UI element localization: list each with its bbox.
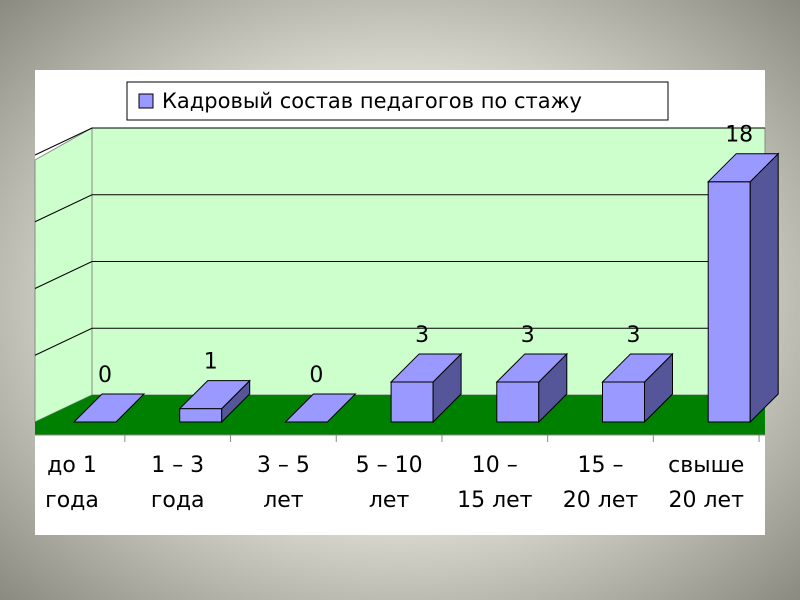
grid-line [34,127,765,156]
bar [72,393,146,423]
x-tick-label: года [151,488,205,513]
bar [284,393,357,423]
data-label: 0 [98,363,112,388]
bar [389,352,463,424]
x-tick-label: 1 – 3 [151,453,204,478]
x-tick-label: 20 лет [668,488,744,513]
x-tick-label: до 1 [47,453,97,478]
x-tick-label: 10 – [472,453,518,478]
x-tick-label: лет [369,488,410,513]
bar [706,152,780,424]
legend [126,81,669,121]
x-tick-label: 15 лет [457,488,533,513]
bar-face [390,381,434,423]
data-label: 3 [521,323,535,348]
bar-face [179,408,223,423]
data-label: 1 [204,350,218,375]
x-tick-label: 20 лет [563,488,639,513]
data-label: 3 [627,323,641,348]
grid-line [34,327,765,356]
grid-line [34,261,765,289]
bar-face [601,353,674,383]
bar [495,352,569,424]
data-label: 18 [725,123,753,148]
grid-line [34,194,765,223]
x-tick-label: 15 – [578,453,624,478]
x-tick-label: года [45,488,99,513]
bar-face [749,152,779,424]
bar-face [178,380,251,410]
x-tick-label: лет [263,488,304,513]
bar-face [707,181,751,423]
x-tick-label: 3 – 5 [257,453,310,478]
bar-face [706,153,780,183]
data-label: 0 [309,363,323,388]
legend-swatch [138,93,154,109]
bar-face [495,353,569,383]
x-tick-label: 5 – 10 [356,453,423,478]
bar-face [284,393,357,423]
x-tick-label: свыше [668,453,744,478]
bar-face [496,381,540,423]
data-label: 3 [415,323,429,348]
bar-face [602,381,645,423]
legend-label: Кадровый состав педагогов по стажу [162,89,582,113]
bar-face [389,353,463,383]
bar-face [72,393,146,423]
bar [601,352,674,424]
bar [178,379,251,424]
